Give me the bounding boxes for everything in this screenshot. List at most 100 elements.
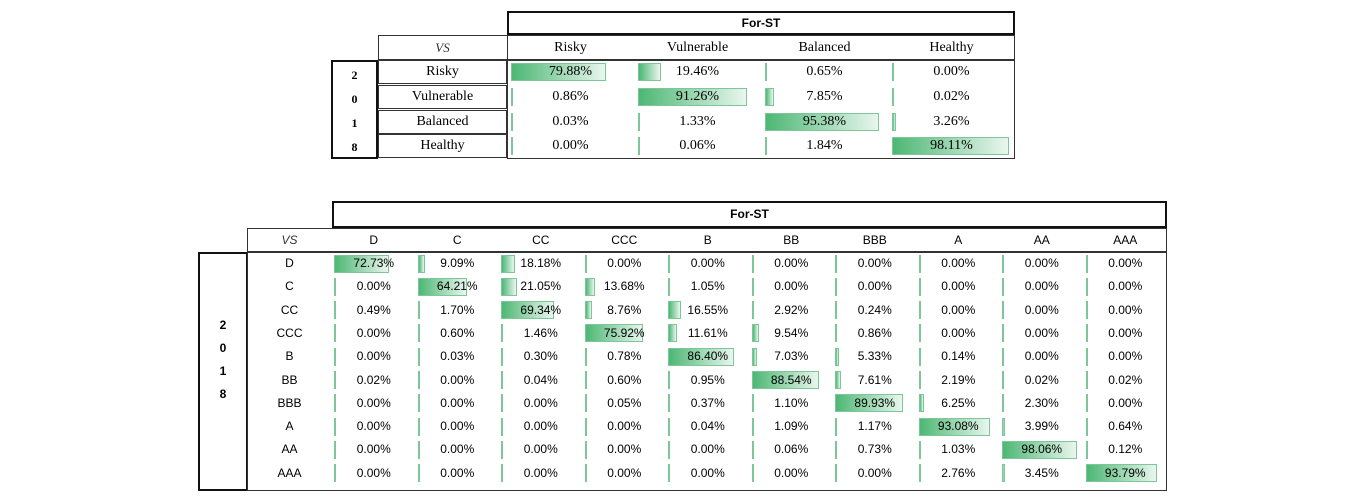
- table-cell: 0.03%: [552, 113, 589, 129]
- table-cell: 0.37%: [690, 395, 725, 410]
- data-bar: [511, 87, 513, 106]
- column-header: Balanced: [798, 40, 851, 55]
- table-cell: 72.73%: [353, 256, 395, 270]
- table-cell: 0.00%: [1108, 279, 1143, 294]
- table-cell: 0.00%: [690, 256, 725, 270]
- column-header: D: [369, 233, 379, 247]
- table-header-box: [507, 11, 1015, 35]
- data-bar: [835, 394, 903, 413]
- column-header: BBB: [862, 233, 887, 247]
- table-cell: 1.09%: [774, 419, 809, 434]
- data-bar: [918, 417, 990, 436]
- table-cell: 2.19%: [941, 372, 976, 387]
- data-bar: [1002, 464, 1005, 483]
- data-bar: [668, 324, 677, 343]
- table-cell: 2.30%: [1024, 395, 1059, 410]
- data-bar: [668, 254, 670, 273]
- table-cell: 93.08%: [937, 419, 979, 434]
- data-bar: [417, 277, 467, 296]
- table-cell: 0.00%: [933, 64, 970, 79]
- table-cell: 1.33%: [679, 113, 716, 129]
- table-cell: 0.04%: [523, 372, 558, 387]
- data-bar: [334, 371, 336, 389]
- table-cell: 13.68%: [603, 279, 645, 294]
- data-bar: [918, 277, 921, 296]
- table-cell: 1.05%: [690, 279, 725, 294]
- table-cell: 0.00%: [690, 442, 725, 457]
- table-cell: 0.00%: [774, 256, 809, 270]
- table-cell: 0.00%: [440, 395, 475, 410]
- table-cell: 16.55%: [687, 302, 729, 317]
- table-cell: 0.00%: [607, 465, 642, 480]
- row-label: CC: [280, 302, 299, 317]
- table-cell: 0.00%: [1108, 325, 1143, 340]
- table-cell: 6.25%: [941, 395, 976, 410]
- table-cell: 0.64%: [1108, 419, 1143, 434]
- column-header: A: [954, 233, 963, 247]
- data-bar: [835, 347, 839, 366]
- column-divider: [507, 35, 508, 60]
- data-bar: [892, 137, 1009, 156]
- table-cell: 98.11%: [930, 138, 973, 154]
- column-header: Healthy: [929, 40, 974, 55]
- data-bar: [584, 417, 587, 436]
- table-cell: 0.02%: [1024, 372, 1059, 387]
- row-label: B: [285, 349, 294, 364]
- table-cell: 88.54%: [770, 372, 812, 387]
- data-bar: [1002, 347, 1004, 366]
- data-bar: [1085, 324, 1088, 343]
- year-digit: 8: [351, 140, 358, 154]
- table-cell: 9.54%: [774, 325, 809, 340]
- table-cell: 0.00%: [1024, 325, 1059, 340]
- data-bar: [918, 324, 921, 343]
- data-bar: [918, 301, 921, 320]
- data-bar: [638, 63, 661, 81]
- column-header: AA: [1033, 233, 1050, 247]
- data-bar: [417, 324, 420, 343]
- table-header-box: [332, 201, 1167, 228]
- data-bar: [765, 87, 774, 106]
- data-bar: [417, 394, 420, 413]
- table-cell: 93.79%: [1104, 465, 1146, 480]
- row-label-box: [378, 134, 507, 159]
- year-digit: 2: [351, 68, 358, 82]
- column-header: AAA: [1113, 233, 1138, 247]
- data-bar: [584, 464, 587, 483]
- table-cell: 0.14%: [941, 349, 976, 364]
- table-cell: 3.99%: [1024, 419, 1059, 434]
- table-cell: 0.00%: [1108, 302, 1143, 317]
- data-bar: [417, 347, 420, 366]
- row-label: AA: [281, 442, 298, 457]
- data-bar: [918, 394, 924, 413]
- table-cell: 0.00%: [440, 442, 475, 457]
- column-header: C: [452, 233, 462, 247]
- table-cell: 0.03%: [440, 349, 475, 364]
- data-bar: [638, 87, 747, 106]
- row-label: D: [285, 256, 294, 270]
- table-cell: 0.12%: [1108, 442, 1143, 457]
- table-cell: 0.60%: [607, 372, 642, 387]
- table-cell: 0.00%: [1024, 279, 1059, 294]
- table-cell: 0.00%: [440, 419, 475, 434]
- data-bar: [1085, 301, 1088, 320]
- data-bar: [668, 371, 670, 389]
- table-cell: 0.00%: [607, 419, 642, 434]
- data-bar: [417, 464, 420, 483]
- data-bar: [511, 137, 513, 156]
- table-cell: 21.05%: [520, 279, 562, 294]
- data-bar: [918, 254, 921, 273]
- data-bar: [668, 394, 670, 413]
- table-cell: 79.88%: [548, 64, 593, 79]
- data-bar: [417, 440, 420, 459]
- data-bar: [918, 347, 921, 366]
- table-cell: 0.00%: [941, 256, 976, 270]
- data-bar: [511, 63, 606, 81]
- table-cell: 9.09%: [440, 256, 475, 270]
- data-bar: [1002, 254, 1004, 273]
- table-cell: 91.26%: [675, 88, 720, 104]
- table-cell: 0.00%: [523, 442, 558, 457]
- corner-label: VS: [281, 233, 298, 247]
- row-label: BB: [281, 372, 298, 387]
- data-bar: [918, 464, 921, 483]
- table-cell: 0.73%: [857, 442, 892, 457]
